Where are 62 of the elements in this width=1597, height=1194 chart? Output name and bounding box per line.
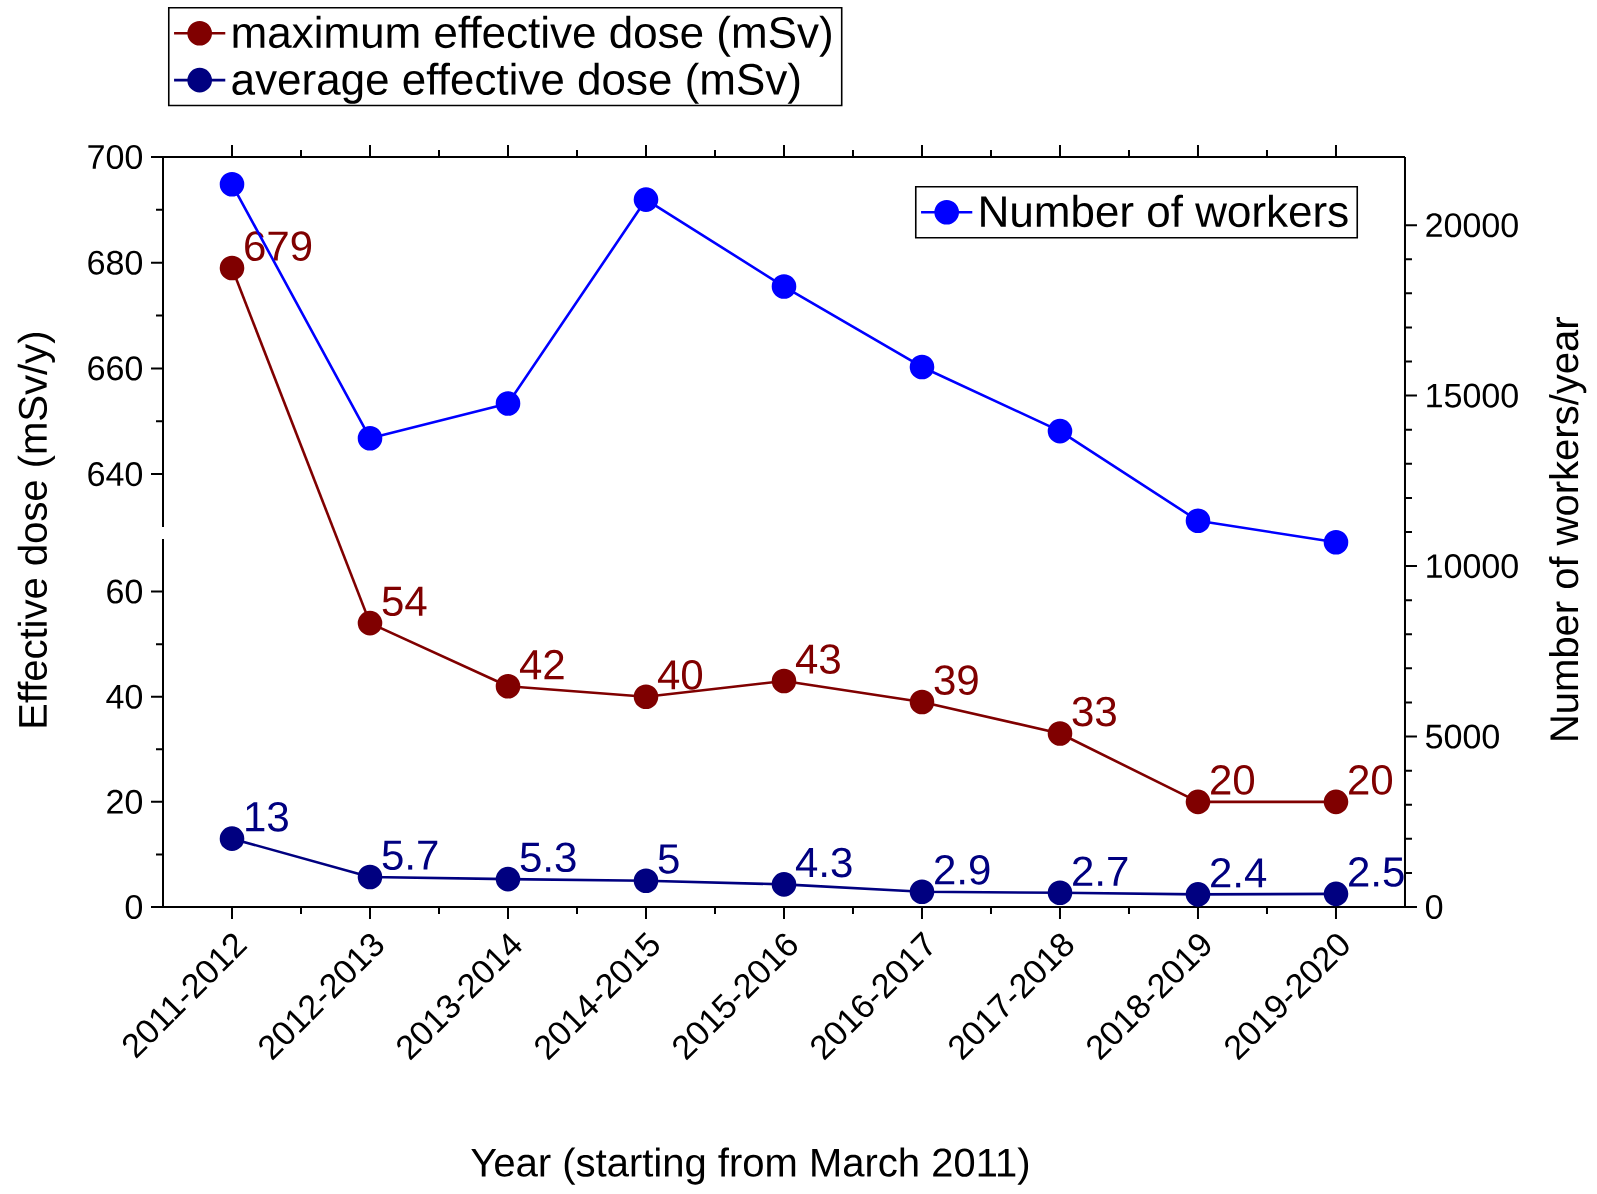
point [495,391,521,416]
y-tick-label: 40 [106,684,143,709]
data-label: 43 [795,644,840,674]
point [633,187,659,212]
point [1185,789,1211,815]
y-tick-label: 5000 [1426,724,1499,749]
y-axis-title: Effective dose (mSv/y) [17,332,55,727]
y-tick-label: 0 [1425,894,1443,920]
point [909,879,935,905]
data-label: 4.3 [795,847,852,878]
point [357,425,383,451]
point [1323,789,1349,815]
point [633,868,659,893]
point [219,171,245,197]
data-label: 2.9 [935,855,990,885]
y-tick-label: 680 [88,250,143,275]
y-tick-label: 700 [88,144,143,170]
legend-label: maximum effective dose (mSv) [233,15,831,57]
point [909,354,935,380]
data-label: 40 [657,659,703,690]
data-label: 5 [658,844,679,874]
y-tick-label: 660 [88,356,143,381]
point [1047,418,1073,444]
y-tick-label: 20000 [1426,213,1518,238]
data-label: 2.5 [1349,857,1404,887]
point [495,673,521,699]
y-tick-label: 60 [107,579,143,604]
y-tick-label: 0 [125,894,143,920]
point [909,689,935,715]
point [357,864,383,890]
y-tick-label: 10000 [1427,554,1518,579]
data-label: 2.4 [1211,858,1267,888]
y-tick-label: 20 [107,789,143,814]
point [1323,881,1349,907]
data-label: 13 [246,801,288,832]
data-label: 39 [934,665,978,695]
data-label: 20 [1211,765,1255,795]
point [1185,508,1211,534]
data-label: 54 [382,586,427,617]
point [357,610,383,636]
y-tick-label: 640 [88,462,143,487]
data-label: 20 [1349,765,1393,795]
point [771,274,797,299]
y-tick-label: 15000 [1427,383,1518,408]
point [219,826,245,851]
legend-label: average effective dose (mSv) [232,62,800,104]
data-label: 5.3 [520,842,576,873]
y-axis-title: Number of workers/year [1549,317,1587,740]
point [495,866,521,892]
data-label: 33 [1072,696,1116,727]
legend-label: Number of workers [981,194,1348,228]
data-label: 5.7 [382,840,438,871]
point [633,684,659,710]
data-label: 2.7 [1073,856,1128,886]
point [1047,721,1073,746]
point [1047,880,1073,906]
point [771,872,797,897]
data-label: 42 [519,649,564,680]
point [771,668,797,694]
x-axis-title: Year (starting from March 2011) [471,1147,1029,1185]
point [1185,882,1211,907]
point [1323,529,1349,555]
